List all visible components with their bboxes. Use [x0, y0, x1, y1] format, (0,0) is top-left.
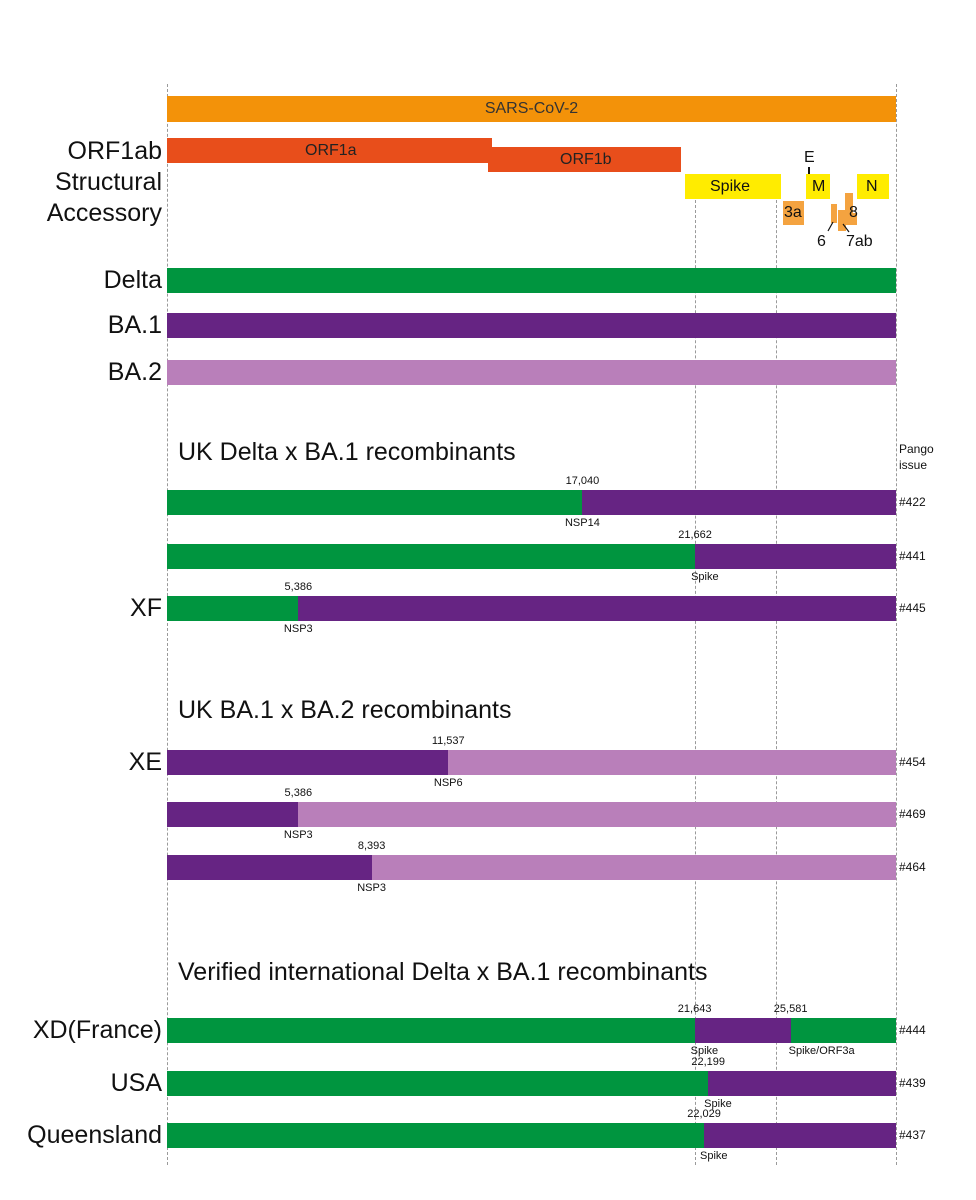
n-label: N [866, 178, 878, 195]
pango-issue-number: #445 [899, 601, 926, 615]
genome-segment-ba1 [708, 1071, 896, 1096]
pango-issue-number: #469 [899, 807, 926, 821]
section-title: Verified international Delta x BA.1 reco… [178, 958, 708, 986]
pango-issue-number: #439 [899, 1076, 926, 1090]
guide-line [896, 84, 897, 1165]
pango-issue-number: #464 [899, 860, 926, 874]
m-label: M [812, 178, 826, 195]
genome-segment-delta [167, 1018, 695, 1043]
genome-segment-delta [167, 490, 583, 515]
breakpoint-position: 5,386 [284, 581, 313, 593]
spike-gene [685, 174, 781, 199]
ba1-genome-bar [167, 313, 896, 338]
genome-segment-ba1 [167, 802, 299, 827]
orf3a-label: 3a [784, 204, 802, 221]
recombinant-row-label: XF [130, 594, 162, 622]
ba1-row-label: BA.1 [107, 311, 162, 339]
orf1b-gene [488, 147, 681, 172]
e-label: E [804, 149, 815, 166]
genome-segment-delta [167, 1123, 705, 1148]
genome-segment-ba1 [704, 1123, 896, 1148]
recombinant-row-label: USA [110, 1069, 162, 1097]
orf1a-label: ORF1a [305, 142, 357, 159]
breakpoint-region: NSP3 [357, 882, 386, 894]
breakpoint-region: NSP6 [433, 777, 463, 789]
orf6-gene [831, 204, 837, 223]
accessory-row-label: Accessory [46, 199, 162, 227]
pango-header: Pango [899, 442, 934, 456]
orf6-label: 6 [817, 233, 826, 250]
guide-line [167, 84, 168, 1165]
genome-segment-ba1 [695, 544, 896, 569]
genome-segment-ba1 [582, 490, 896, 515]
ba2-genome-bar [167, 360, 896, 385]
orf8-label: 8 [849, 204, 858, 221]
breakpoint-position: 5,386 [284, 787, 313, 799]
pango-header-issue: issue [899, 458, 928, 472]
orf8-gene [845, 193, 853, 213]
orf1a-gene [167, 138, 492, 163]
pango-issue-number: #437 [899, 1128, 926, 1142]
guide-line [695, 190, 697, 1165]
breakpoint-position: 22,029 [687, 1108, 721, 1120]
e-gene [808, 167, 810, 175]
pango-issue-number: #441 [899, 549, 926, 563]
breakpoint-position: 17,040 [565, 475, 600, 487]
recombinant-row-label: XD(France) [32, 1016, 162, 1044]
genome-segment-delta [167, 544, 696, 569]
genome-segment-delta [790, 1018, 896, 1043]
structural-row-label: Structural [55, 168, 162, 196]
delta-genome-bar [167, 268, 896, 293]
n-gene [857, 174, 889, 199]
genome-segment-ba2 [298, 802, 896, 827]
m-gene [806, 174, 830, 199]
genome-segment-ba2 [448, 750, 896, 775]
genome-segment-ba2 [371, 855, 896, 880]
breakpoint-position: 21,662 [678, 529, 712, 541]
breakpoint-region: NSP3 [283, 829, 313, 841]
orf8-gene-part [845, 213, 857, 225]
guide-line [776, 190, 778, 1165]
breakpoint-region: Spike [700, 1150, 728, 1162]
pango-issue-number: #454 [899, 755, 926, 769]
breakpoint-region: Spike [690, 1045, 719, 1057]
section-title: UK Delta x BA.1 recombinants [178, 438, 516, 466]
orf7ab-gene [838, 210, 846, 231]
breakpoint-region: NSP14 [564, 517, 600, 529]
breakpoint-region: NSP3 [283, 623, 313, 635]
breakpoint-position: 22,199 [691, 1056, 725, 1068]
breakpoint-position: 21,643 [677, 1003, 712, 1015]
genome-segment-ba1 [167, 750, 449, 775]
genome-label: SARS-CoV-2 [484, 100, 579, 117]
orf1b-label: ORF1b [560, 151, 612, 168]
ba2-row-label: BA.2 [107, 358, 162, 386]
breakpoint-region: Spike [704, 1098, 732, 1110]
pango-issue-number: #444 [899, 1023, 926, 1037]
breakpoint-region: Spike [691, 571, 719, 583]
spike-label: Spike [710, 178, 751, 195]
breakpoint-position: 8,393 [357, 840, 386, 852]
pango-issue-number: #422 [899, 495, 926, 509]
genome-segment-delta [167, 1071, 709, 1096]
orf1ab-row-label: ORF1ab [67, 137, 162, 165]
recombinant-row-label: XE [128, 748, 162, 776]
breakpoint-region: Spike/ORF3a [788, 1045, 855, 1057]
recombinant-row-label: Queensland [27, 1121, 162, 1149]
genome-segment-ba1 [167, 855, 372, 880]
breakpoint-position: 11,537 [431, 735, 465, 747]
genome-segment-delta [167, 596, 299, 621]
genome-bar [167, 96, 896, 122]
breakpoint-position: 25,581 [773, 1003, 808, 1015]
orf3a-gene [783, 201, 804, 225]
genome-segment-ba1 [298, 596, 896, 621]
delta-row-label: Delta [103, 266, 162, 294]
orf7ab-label: 7ab [846, 233, 873, 250]
genome-segment-ba1 [694, 1018, 791, 1043]
section-title: UK BA.1 x BA.2 recombinants [178, 696, 512, 724]
